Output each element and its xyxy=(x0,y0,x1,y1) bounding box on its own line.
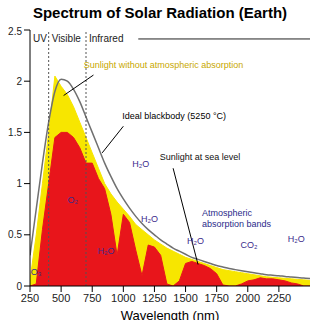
svg-text:1.5: 1.5 xyxy=(8,127,22,138)
svg-text:H₂O: H₂O xyxy=(288,234,305,244)
svg-text:H₂O: H₂O xyxy=(97,246,114,256)
svg-text:2250: 2250 xyxy=(267,292,291,304)
svg-text:H₂O: H₂O xyxy=(132,159,149,169)
svg-text:Wavelength (nm): Wavelength (nm) xyxy=(121,308,220,320)
svg-text:H₂O: H₂O xyxy=(187,236,204,246)
svg-text:CO₂: CO₂ xyxy=(241,240,258,250)
svg-text:H₂O: H₂O xyxy=(141,214,158,224)
svg-text:UV: UV xyxy=(33,33,47,44)
svg-text:0: 0 xyxy=(16,281,22,292)
svg-text:750: 750 xyxy=(83,292,101,304)
svg-text:1750: 1750 xyxy=(204,292,228,304)
svg-text:O₂: O₂ xyxy=(68,195,79,205)
svg-text:1000: 1000 xyxy=(111,292,135,304)
svg-text:1500: 1500 xyxy=(173,292,197,304)
html-text:Spectrum of Solar Radiation (E: Spectrum of Solar Radiation (Earth) xyxy=(32,4,288,21)
svg-text:Atmosphericabsorption bands: Atmosphericabsorption bands xyxy=(202,208,272,229)
svg-text:500: 500 xyxy=(52,292,70,304)
svg-text:Sunlight at sea level: Sunlight at sea level xyxy=(160,152,241,162)
svg-text:Sunlight without atmospheric a: Sunlight without atmospheric absorption xyxy=(84,60,244,70)
svg-text:2.5: 2.5 xyxy=(8,26,22,37)
svg-text:Visible: Visible xyxy=(52,33,82,44)
svg-text:250: 250 xyxy=(21,292,39,304)
svg-text:Ideal blackbody (5250 °C): Ideal blackbody (5250 °C) xyxy=(122,111,226,121)
svg-text:1: 1 xyxy=(16,178,22,189)
svg-text:2000: 2000 xyxy=(236,292,260,304)
svg-text:2: 2 xyxy=(16,76,22,87)
svg-text:0.5: 0.5 xyxy=(8,229,22,240)
svg-text:O₃: O₃ xyxy=(31,267,42,277)
svg-text:Infrared: Infrared xyxy=(89,33,123,44)
svg-text:1250: 1250 xyxy=(142,292,166,304)
